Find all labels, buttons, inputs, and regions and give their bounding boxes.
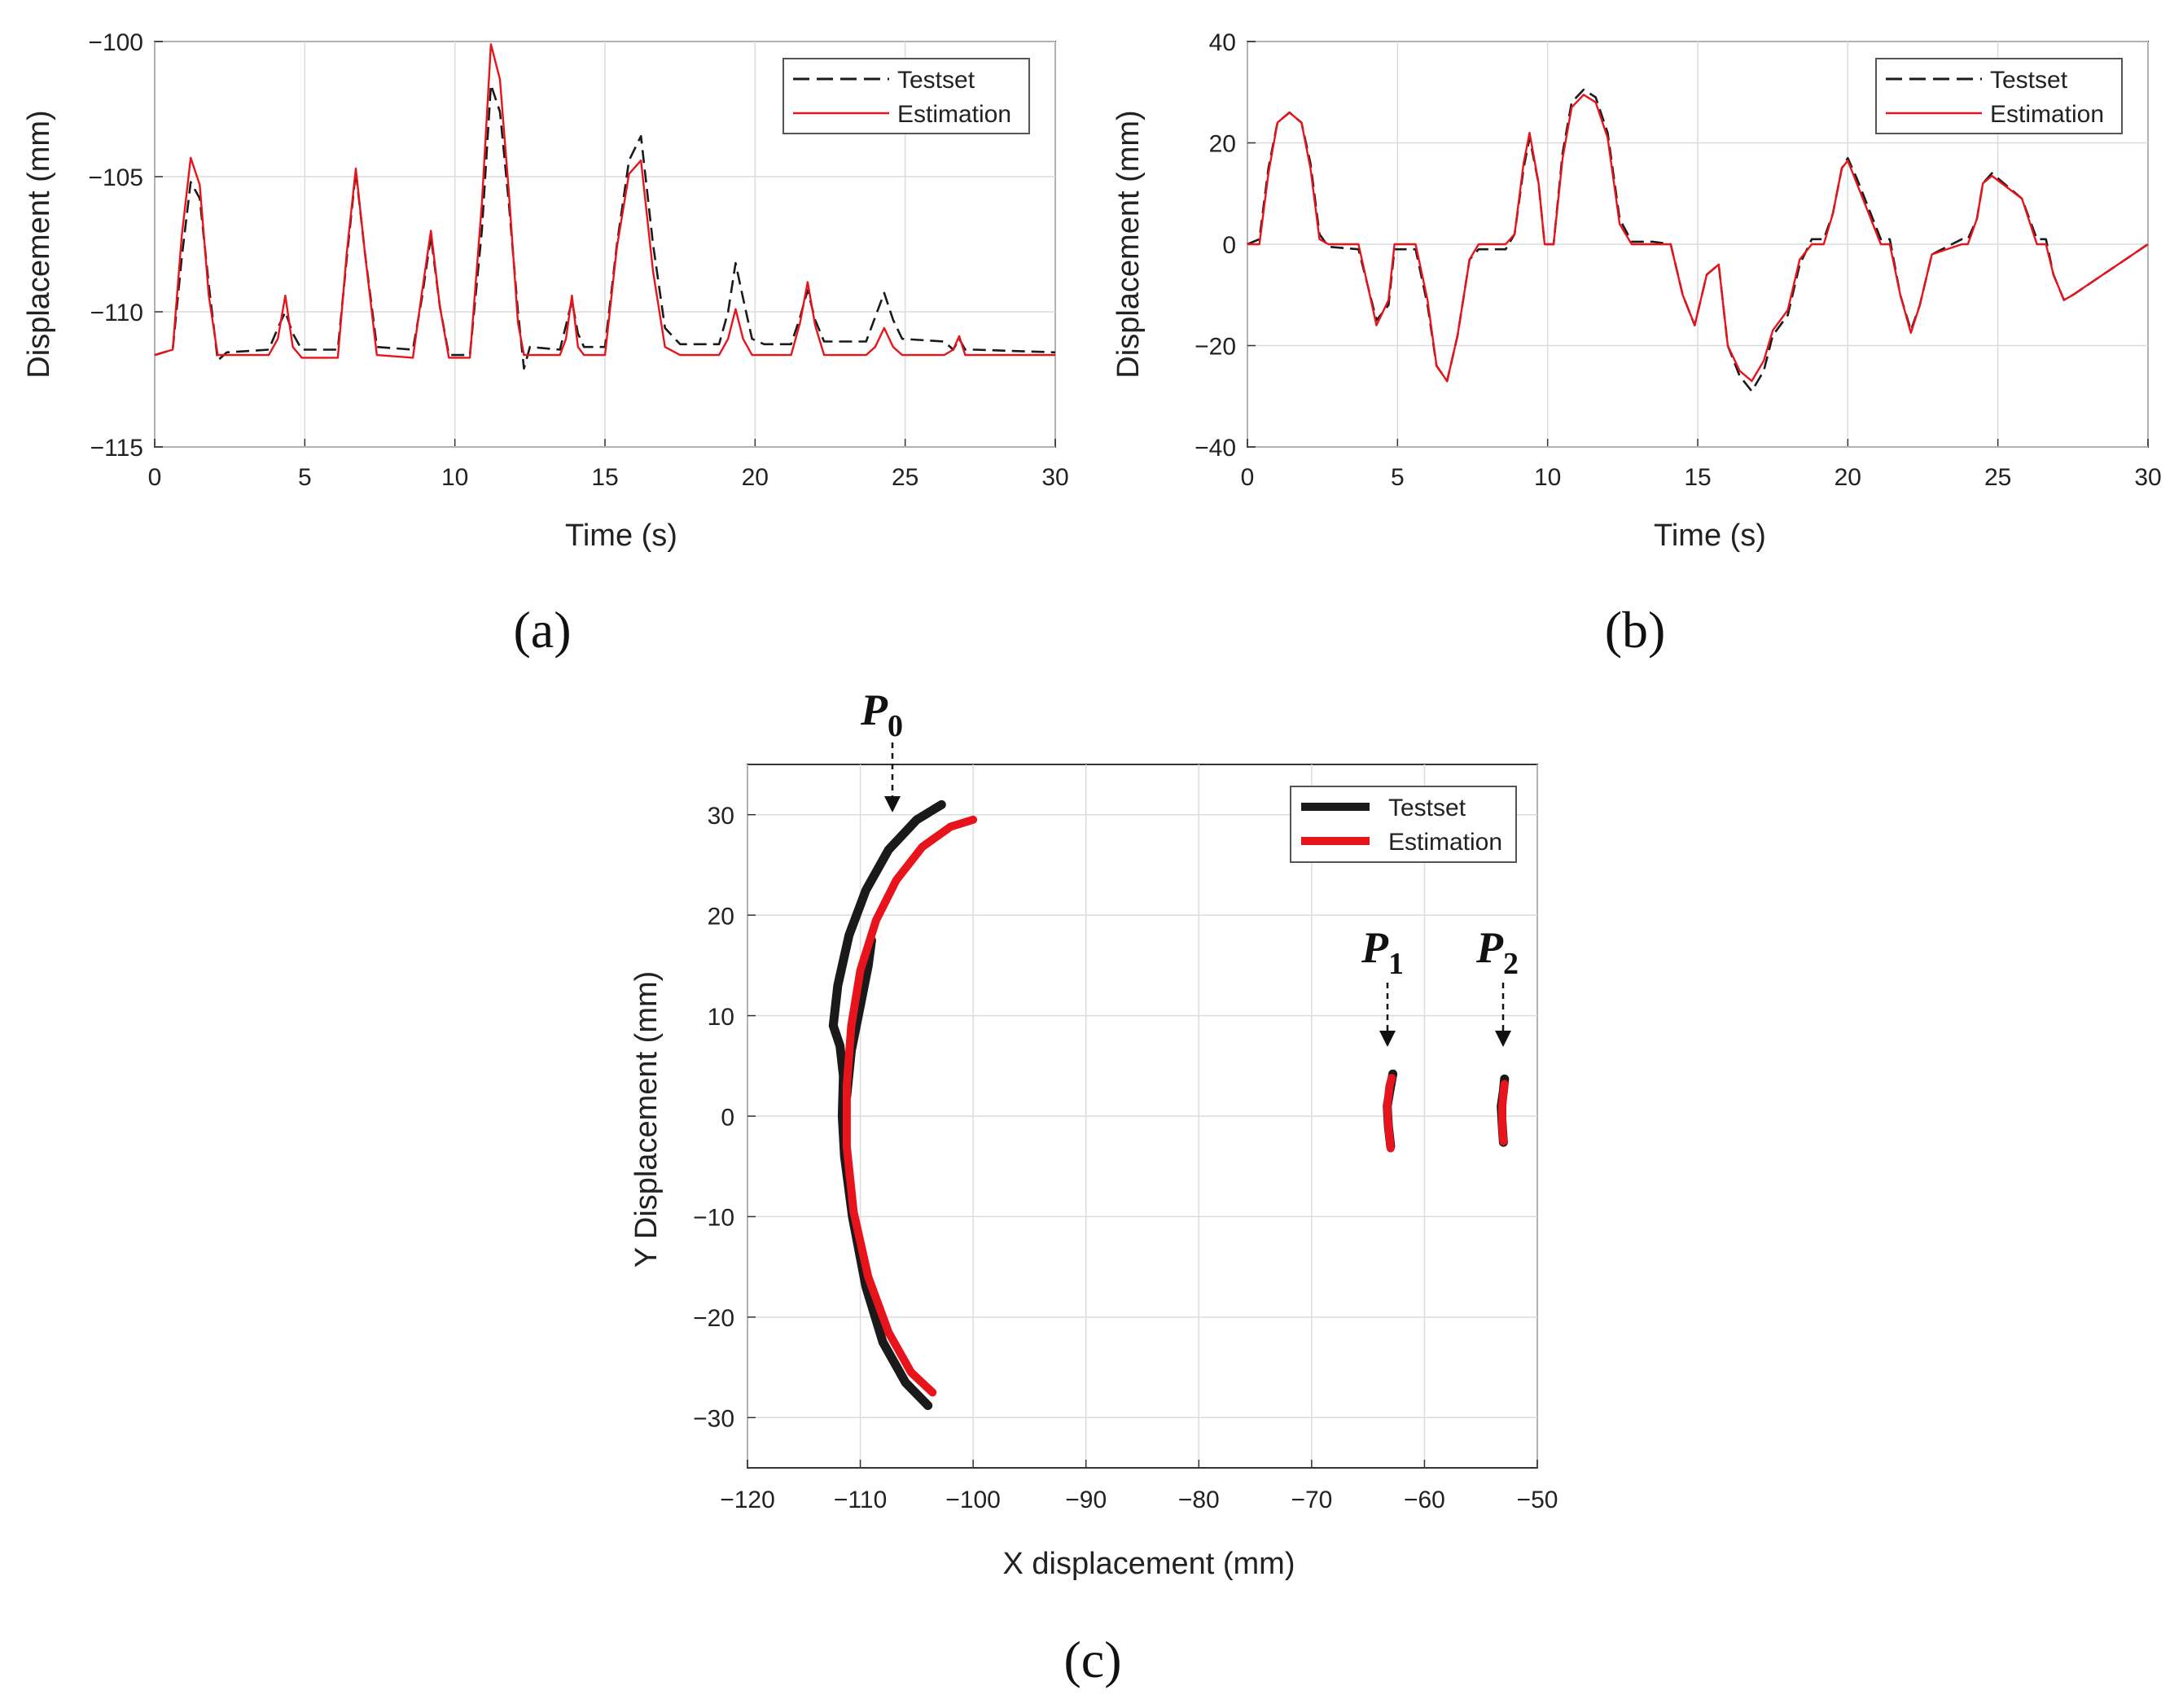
- series-line-estimation: [1247, 94, 2149, 383]
- chart-b-ytick: −20: [1195, 334, 1236, 361]
- chart-b-xlabel: Time (s): [1654, 519, 1766, 553]
- chart-a-xtick: 10: [441, 464, 468, 491]
- chart-a-legend-box: [782, 58, 1030, 134]
- chart-c-yticks: 30 20 10 0 −10 −20 −30: [693, 803, 734, 1433]
- chart-c-ytick: 30: [708, 803, 734, 830]
- chart-b-xtick: 30: [2134, 464, 2161, 491]
- chart-b: 0 5 10 15 20 25 30 40 20 0 −20 −40 Time …: [1111, 29, 2162, 659]
- chart-b-legend-label-testset: Testset: [1990, 67, 2068, 94]
- chart-c-legend-label-testset: Testset: [1388, 795, 1466, 821]
- chart-a-ylabel: Displacement (mm): [22, 110, 56, 378]
- chart-c-xtick: −110: [834, 1487, 887, 1513]
- chart-c-xtick: −80: [1178, 1487, 1220, 1513]
- chart-b-ytick: 40: [1209, 29, 1236, 56]
- chart-b-ylabel: Displacement (mm): [1111, 110, 1146, 378]
- chart-a-ytick: −110: [90, 300, 143, 326]
- chart-b-series: [1247, 88, 2149, 392]
- chart-a-legend: Testset Estimation: [782, 58, 1030, 134]
- chart-c-ytick: 0: [721, 1104, 734, 1131]
- chart-c-annotation-p1-label: P1: [1361, 923, 1404, 981]
- chart-b-ytick: −40: [1195, 435, 1236, 462]
- chart-c-annotation-p1: P1: [1361, 923, 1404, 1047]
- chart-b-ytick: 20: [1209, 131, 1236, 158]
- chart-b-xticks: 0 5 10 15 20 25 30: [1241, 464, 2162, 491]
- chart-c-panel-label: (c): [1063, 1631, 1121, 1688]
- trajectory-testset: [828, 799, 946, 1410]
- chart-a-xlabel: Time (s): [565, 519, 677, 553]
- chart-c-legend-label-estimation: Estimation: [1388, 829, 1502, 856]
- chart-a-ytick: −105: [88, 164, 143, 191]
- chart-c-annotation-p2: P2: [1475, 923, 1519, 1047]
- chart-b-xtick: 5: [1391, 464, 1405, 491]
- chart-a-ytick: −115: [90, 435, 143, 462]
- chart-a-panel-label: (a): [513, 601, 571, 659]
- chart-c-ytick: −10: [693, 1205, 734, 1232]
- chart-b-panel-label: (b): [1605, 601, 1666, 659]
- chart-c-xtick: −90: [1065, 1487, 1107, 1513]
- chart-c-series: [828, 799, 1510, 1410]
- chart-c-annotation-p0-label: P0: [860, 685, 903, 743]
- chart-c-ylabel: Y Displacement (mm): [629, 971, 664, 1268]
- chart-c-xlabel: X displacement (mm): [1003, 1547, 1295, 1581]
- chart-c-xticks: −120 −110 −100 −90 −80 −70 −60 −50: [720, 1487, 1558, 1513]
- chart-a-xticks: 0 5 10 15 20 25 30: [148, 464, 1069, 491]
- chart-c-ytick: 20: [708, 903, 734, 930]
- chart-b-xtick: 20: [1835, 464, 1861, 491]
- chart-c-xtick: −70: [1291, 1487, 1332, 1513]
- chart-a-grid: [154, 41, 1056, 448]
- chart-c-xtick: −60: [1404, 1487, 1445, 1513]
- chart-c-xtick: −100: [945, 1487, 1001, 1513]
- chart-a-xtick: 20: [742, 464, 769, 491]
- chart-c-legend: Testset Estimation: [1290, 786, 1517, 863]
- chart-b-ytick: 0: [1222, 232, 1236, 259]
- series-line-testset: [154, 83, 1056, 370]
- trajectory-estimation: [842, 815, 978, 1397]
- chart-c: −120 −110 −100 −90 −80 −70 −60 −50 30 20…: [629, 685, 1558, 1688]
- chart-a-ytick: −100: [88, 29, 143, 56]
- chart-b-legend-label-estimation: Estimation: [1990, 101, 2104, 128]
- chart-a-xtick: 30: [1041, 464, 1068, 491]
- chart-b-legend: Testset Estimation: [1875, 58, 2123, 134]
- chart-b-xtick: 0: [1241, 464, 1255, 491]
- chart-b-legend-box: [1875, 58, 2123, 134]
- chart-a-xtick: 5: [298, 464, 312, 491]
- chart-b-xtick: 15: [1684, 464, 1711, 491]
- chart-c-grid: [747, 764, 1538, 1468]
- trajectory-estimation: [1498, 1080, 1509, 1145]
- chart-c-ytick: −30: [693, 1406, 734, 1433]
- chart-a-xtick: 0: [148, 464, 162, 491]
- chart-a-legend-label-estimation: Estimation: [897, 101, 1011, 128]
- series-line-estimation: [154, 43, 1055, 359]
- chart-c-xtick: −120: [720, 1487, 775, 1513]
- chart-a: 0 5 10 15 20 25 30 −100 −105 −110 −115 T…: [22, 29, 1069, 659]
- chart-c-ytick: 10: [708, 1004, 734, 1031]
- chart-c-ytick: −20: [693, 1305, 734, 1332]
- chart-b-xtick: 25: [1984, 464, 2011, 491]
- chart-a-yticks: −100 −105 −110 −115: [88, 29, 143, 462]
- chart-a-xtick: 15: [591, 464, 618, 491]
- chart-b-yticks: 40 20 0 −20 −40: [1195, 29, 1236, 462]
- chart-c-annotation-p0: P0: [860, 685, 903, 812]
- chart-a-legend-label-testset: Testset: [897, 67, 975, 94]
- chart-c-xtick: −50: [1517, 1487, 1558, 1513]
- trajectory-estimation: [1383, 1074, 1396, 1153]
- chart-a-series: [154, 43, 1056, 370]
- chart-c-annotation-p2-label: P2: [1475, 923, 1519, 981]
- chart-b-xtick: 10: [1534, 464, 1561, 491]
- chart-c-legend-box: [1290, 786, 1517, 863]
- series-line-testset: [1247, 88, 2149, 392]
- chart-a-xtick: 25: [892, 464, 918, 491]
